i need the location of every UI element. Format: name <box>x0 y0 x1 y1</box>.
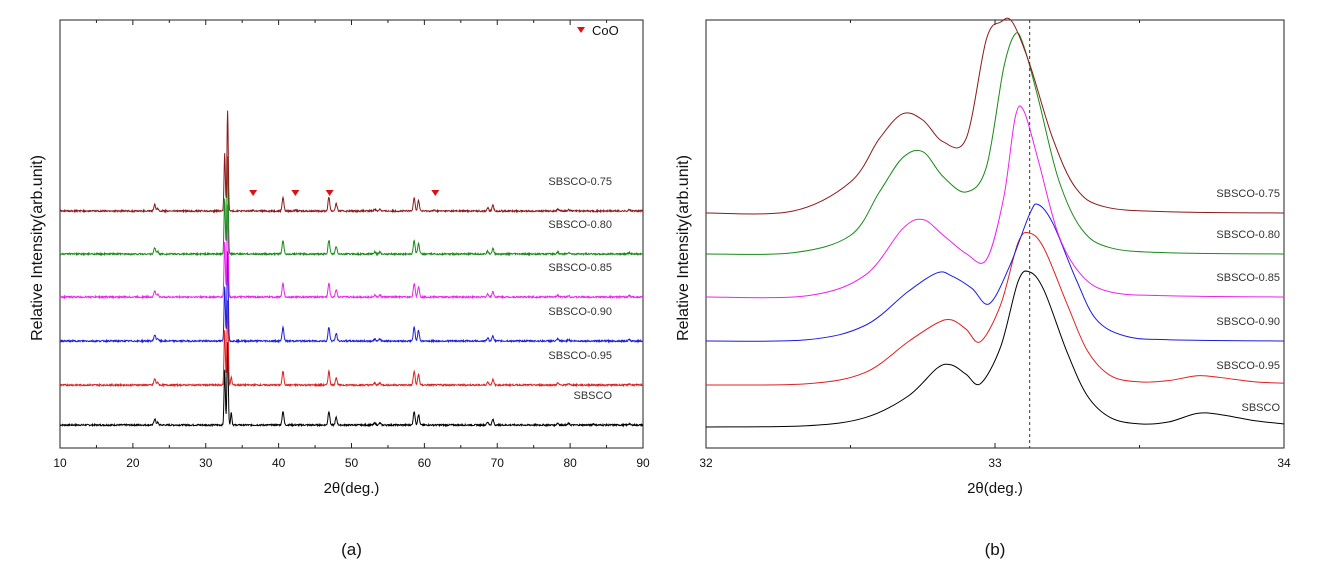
x-tick-label: 90 <box>636 456 650 470</box>
coo-marker <box>325 190 334 196</box>
coo-marker <box>249 190 258 196</box>
x-axis-label: 2θ(deg.) <box>967 480 1023 497</box>
series-line-sbsco-0.95 <box>59 300 644 388</box>
series-line-sbsco-0.90 <box>59 251 644 344</box>
series-label: SBSCO <box>573 390 612 402</box>
series-label: SBSCO-0.75 <box>548 176 612 188</box>
coo-marker <box>431 190 440 196</box>
x-tick-label: 50 <box>345 456 359 470</box>
series-label: SBSCO-0.85 <box>1216 272 1280 284</box>
series-line-sbsco-0.95 <box>705 231 1285 386</box>
x-tick-label: 30 <box>199 456 213 470</box>
series-line-sbsco-0.75 <box>705 17 1285 215</box>
series-label: SBSCO-0.85 <box>548 262 612 274</box>
x-tick-label: 40 <box>272 456 286 470</box>
series-label: SBSCO-0.95 <box>548 350 612 362</box>
series-label: SBSCO-0.90 <box>548 306 612 318</box>
panel-label: (b) <box>985 540 1006 559</box>
series-line-sbsco-0.90 <box>705 203 1285 342</box>
series-line-sbsco-0.85 <box>705 105 1285 299</box>
series-line-sbsco-0.80 <box>59 156 644 257</box>
series-label: SBSCO-0.80 <box>1216 229 1280 241</box>
x-tick-label: 70 <box>491 456 505 470</box>
x-tick-label: 34 <box>1277 456 1291 470</box>
series-label: SBSCO-0.90 <box>1216 316 1280 328</box>
x-tick-label: 33 <box>988 456 1002 470</box>
plot-frame <box>59 19 644 449</box>
legend-coo-label: CoO <box>592 23 619 38</box>
series-label: SBSCO-0.80 <box>548 219 612 231</box>
series-line-sbsco <box>59 342 644 428</box>
panel-label: (a) <box>341 540 362 559</box>
series-line-sbsco-0.85 <box>59 204 644 300</box>
x-tick-label: 20 <box>126 456 140 470</box>
series-label: SBSCO <box>1241 402 1280 414</box>
y-axis-label: Relative Intensity(arb.unit) <box>675 155 692 341</box>
y-axis-label: Relative Intensity(arb.unit) <box>29 155 46 341</box>
coo-marker <box>291 190 300 196</box>
series-line-sbsco <box>705 270 1285 428</box>
x-axis-label: 2θ(deg.) <box>324 480 380 497</box>
x-tick-label: 60 <box>418 456 432 470</box>
x-tick-label: 32 <box>699 456 713 470</box>
x-tick-label: 80 <box>563 456 577 470</box>
series-line-sbsco-0.80 <box>705 32 1285 255</box>
x-tick-label: 10 <box>53 456 67 470</box>
series-line-sbsco-0.75 <box>59 110 644 214</box>
legend-coo-symbol <box>577 27 585 33</box>
panel-a-xrd-full-range: 10 20 30 40 50 60 70 80 90 2θ(deg.) Relative Inten… <box>29 19 650 559</box>
series-label: SBSCO-0.95 <box>1216 360 1280 372</box>
panel-b-xrd-zoomed: 32 33 34 2θ(deg.) Relative Intensity(arb.uni… <box>675 17 1291 559</box>
series-label: SBSCO-0.75 <box>1216 188 1280 200</box>
